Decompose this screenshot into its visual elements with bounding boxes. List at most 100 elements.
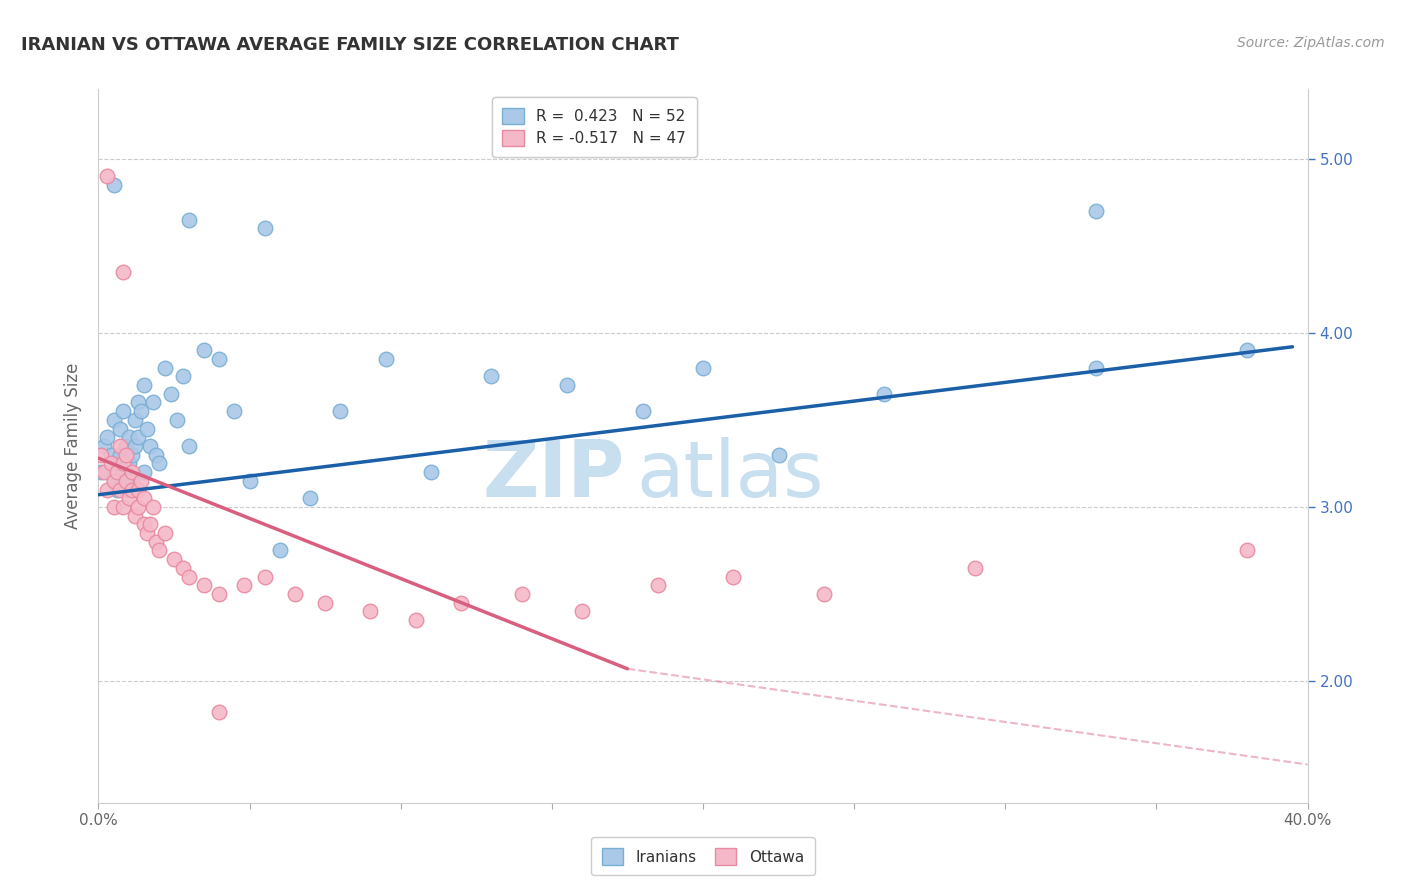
Point	[571, 604, 593, 618]
Point	[114, 474, 136, 488]
Point	[1085, 204, 1108, 219]
Point	[111, 465, 134, 479]
Point	[121, 474, 143, 488]
Point	[145, 534, 167, 549]
Point	[96, 483, 118, 497]
Point	[148, 457, 170, 471]
Point	[314, 596, 336, 610]
Point	[111, 500, 134, 514]
Point	[114, 439, 136, 453]
Point	[127, 430, 149, 444]
Point	[208, 351, 231, 366]
Point	[813, 587, 835, 601]
Point	[127, 395, 149, 409]
Point	[96, 169, 118, 184]
Point	[132, 465, 155, 479]
Point	[405, 613, 427, 627]
Point	[96, 430, 118, 444]
Point	[179, 439, 201, 453]
Point	[481, 369, 503, 384]
Point	[193, 578, 215, 592]
Point	[172, 369, 194, 384]
Point	[111, 265, 134, 279]
Y-axis label: Average Family Size: Average Family Size	[65, 363, 83, 529]
Point	[108, 421, 131, 435]
Point	[208, 587, 231, 601]
Point	[450, 596, 472, 610]
Legend: Iranians, Ottawa: Iranians, Ottawa	[592, 838, 814, 875]
Point	[360, 604, 382, 618]
Point	[103, 500, 125, 514]
Point	[166, 413, 188, 427]
Point	[555, 378, 578, 392]
Point	[103, 413, 125, 427]
Point	[145, 448, 167, 462]
Text: Source: ZipAtlas.com: Source: ZipAtlas.com	[1237, 36, 1385, 50]
Point	[127, 483, 149, 497]
Point	[153, 526, 176, 541]
Point	[269, 543, 291, 558]
Point	[93, 465, 115, 479]
Point	[139, 439, 162, 453]
Point	[723, 569, 745, 583]
Point	[873, 386, 896, 401]
Point	[232, 578, 254, 592]
Point	[124, 439, 146, 453]
Point	[284, 587, 307, 601]
Point	[768, 448, 790, 462]
Point	[121, 465, 143, 479]
Legend: R =  0.423   N = 52, R = -0.517   N = 47: R = 0.423 N = 52, R = -0.517 N = 47	[492, 97, 696, 157]
Point	[142, 395, 165, 409]
Point	[239, 474, 262, 488]
Point	[124, 413, 146, 427]
Point	[103, 474, 125, 488]
Point	[121, 448, 143, 462]
Point	[118, 430, 141, 444]
Point	[90, 448, 112, 462]
Point	[374, 351, 396, 366]
Point	[163, 552, 186, 566]
Point	[108, 448, 131, 462]
Text: atlas: atlas	[637, 436, 824, 513]
Point	[93, 439, 115, 453]
Point	[132, 491, 155, 506]
Point	[135, 526, 157, 541]
Point	[420, 465, 443, 479]
Point	[692, 360, 714, 375]
Point	[100, 457, 122, 471]
Point	[224, 404, 246, 418]
Point	[121, 483, 143, 497]
Point	[148, 543, 170, 558]
Point	[105, 465, 128, 479]
Point	[108, 483, 131, 497]
Point	[114, 448, 136, 462]
Point	[105, 457, 128, 471]
Point	[208, 706, 231, 720]
Point	[329, 404, 352, 418]
Point	[179, 212, 201, 227]
Point	[139, 517, 162, 532]
Point	[253, 569, 276, 583]
Point	[253, 221, 276, 235]
Point	[127, 500, 149, 514]
Point	[1236, 343, 1258, 358]
Point	[965, 561, 987, 575]
Point	[129, 404, 152, 418]
Point	[103, 474, 125, 488]
Point	[103, 178, 125, 192]
Point	[118, 491, 141, 506]
Point	[510, 587, 533, 601]
Point	[631, 404, 654, 418]
Point	[160, 386, 183, 401]
Point	[108, 439, 131, 453]
Point	[132, 378, 155, 392]
Point	[135, 421, 157, 435]
Point	[118, 457, 141, 471]
Point	[111, 457, 134, 471]
Point	[1236, 543, 1258, 558]
Point	[90, 465, 112, 479]
Point	[111, 404, 134, 418]
Point	[179, 569, 201, 583]
Point	[1085, 360, 1108, 375]
Point	[124, 508, 146, 523]
